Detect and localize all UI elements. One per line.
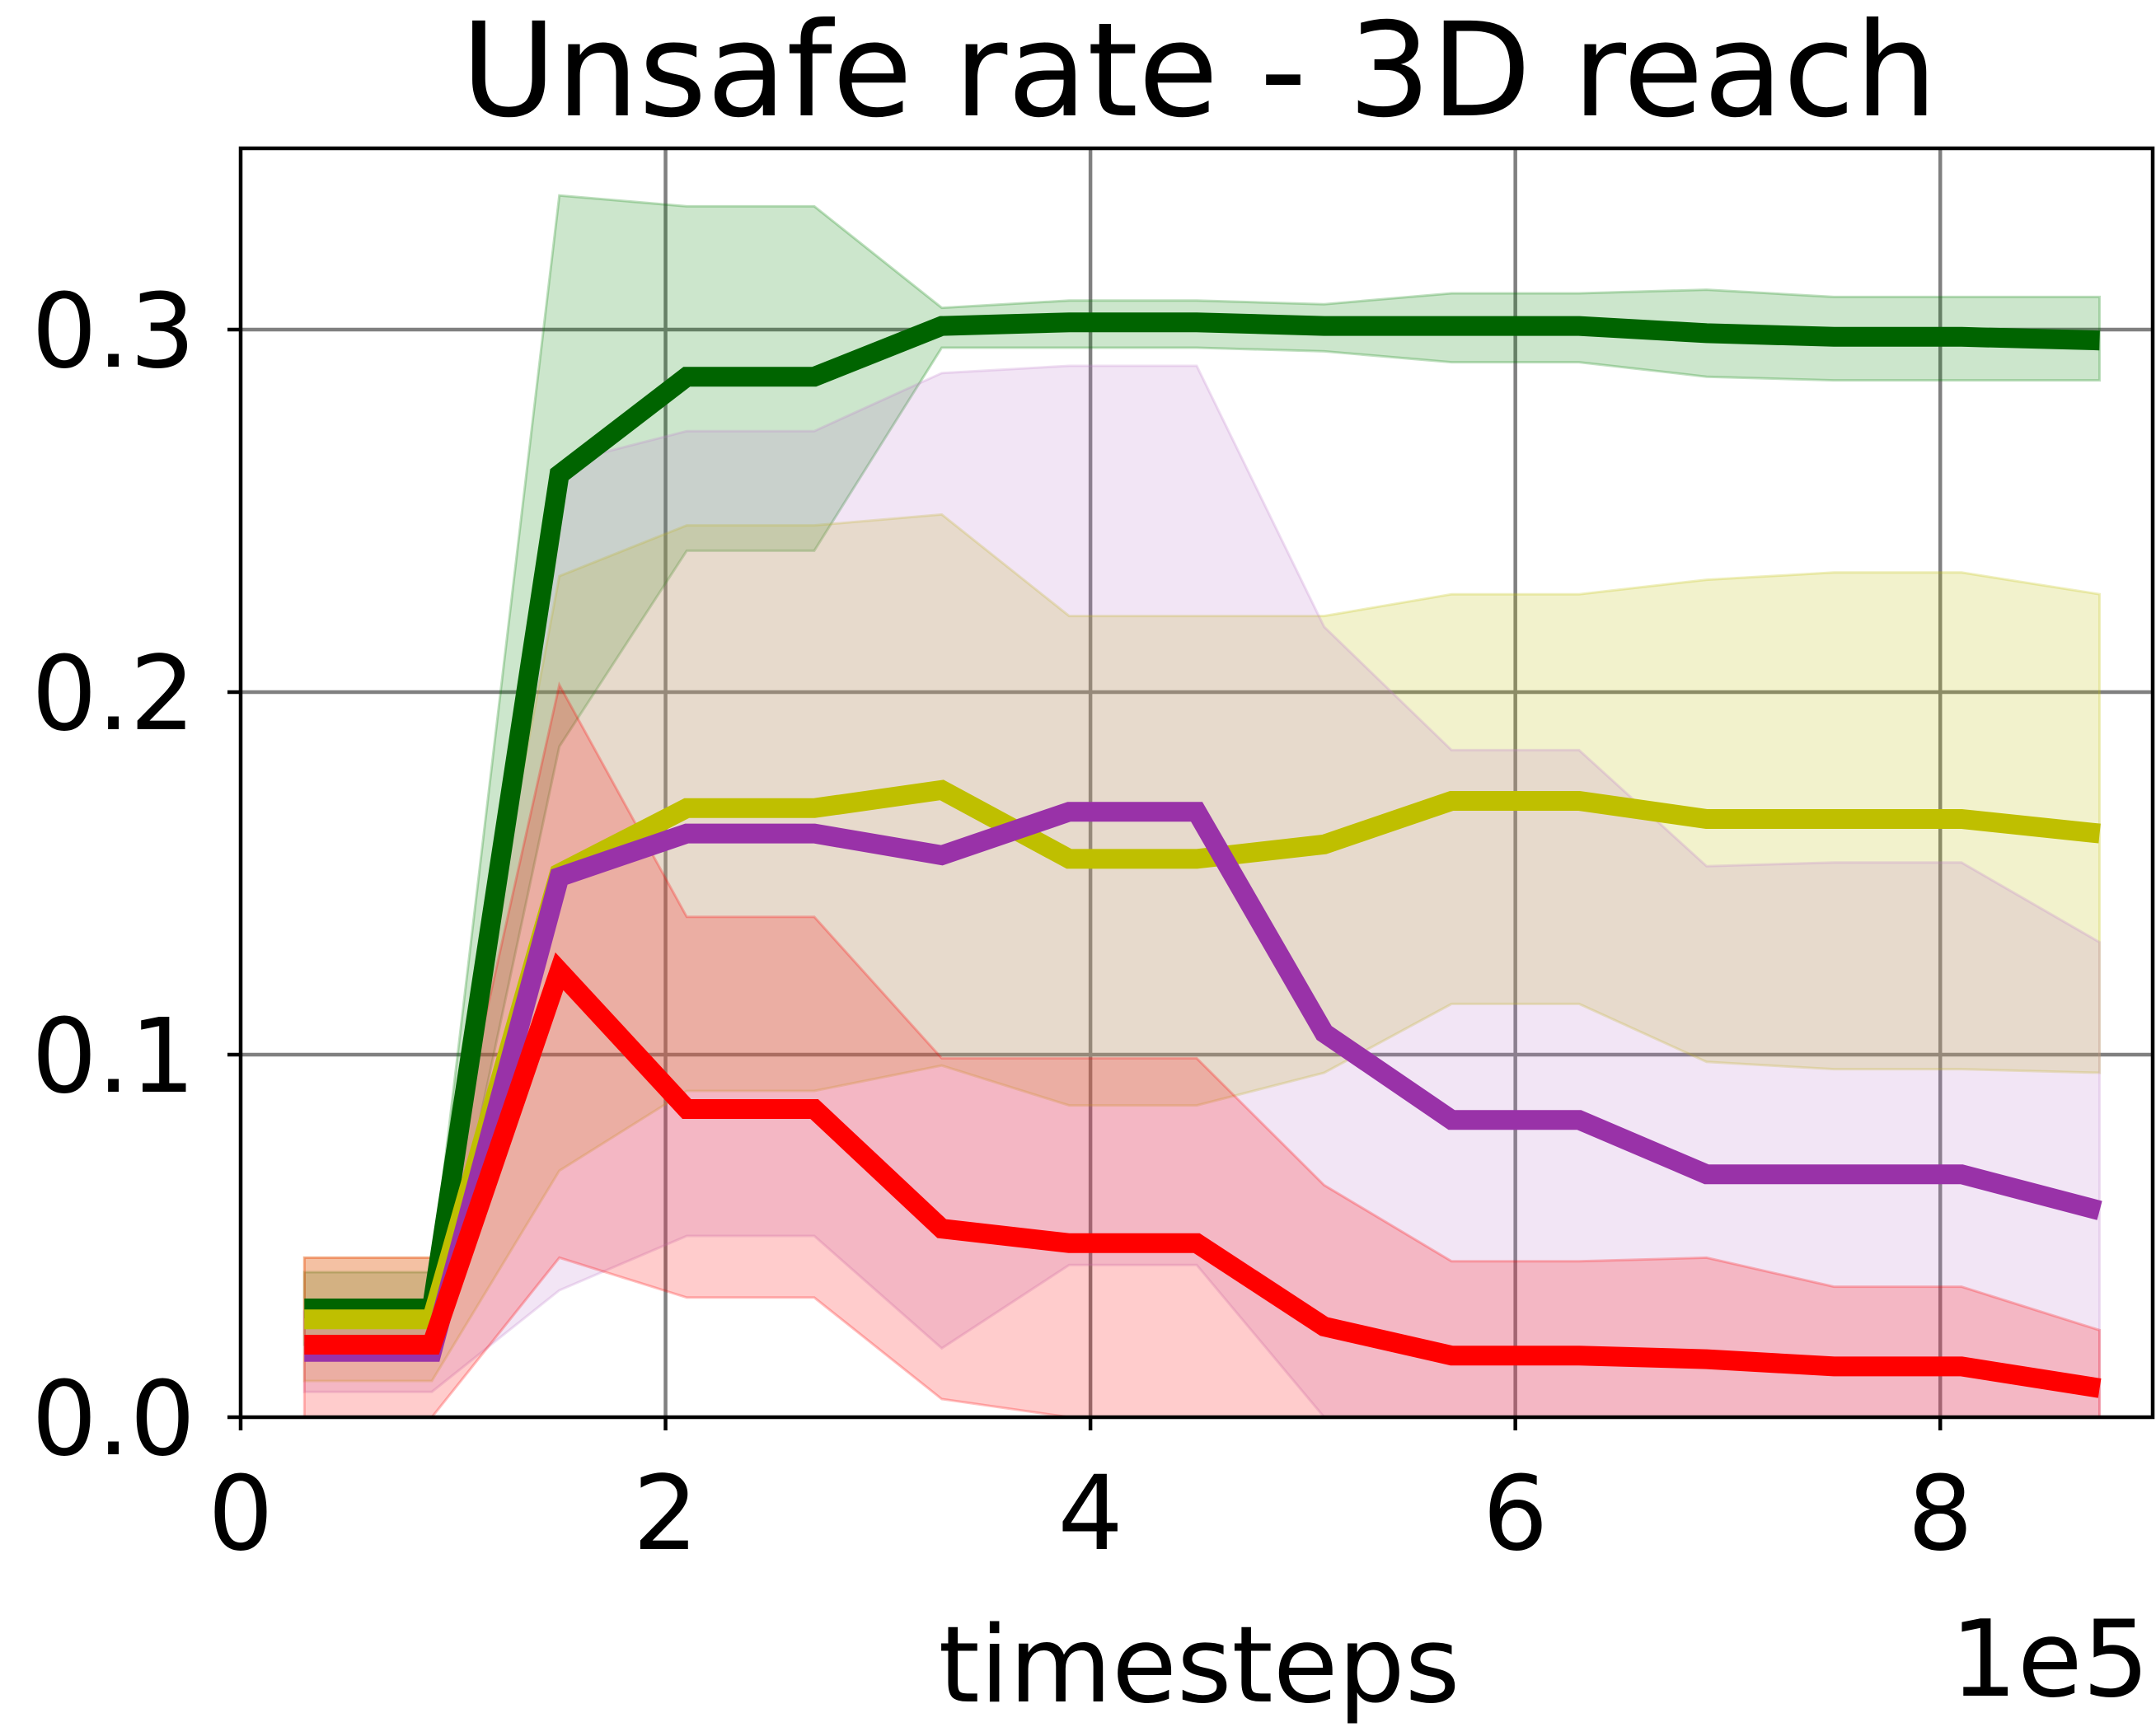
x-axis-label: timesteps — [939, 1604, 1460, 1727]
chart-title: Unsafe rate - 3D reach — [461, 0, 1937, 147]
series-line-4 — [304, 952, 2102, 1398]
x-tick-label: 0 — [208, 1454, 274, 1574]
series-line-2 — [304, 779, 2101, 1330]
plot-frame — [238, 146, 2155, 1420]
axis-ticks: 0 2 4 6 8 0.0 0.1 0.2 0.3 — [31, 272, 1973, 1574]
x-tick-label: 4 — [1057, 1454, 1123, 1574]
x-axis-multiplier: 1e5 — [1950, 1598, 2149, 1721]
y-tick-label: 0.2 — [31, 634, 195, 754]
series-line-1 — [304, 312, 2100, 1318]
y-tick-label: 0.0 — [31, 1360, 195, 1479]
series-line-3 — [304, 802, 2102, 1362]
x-tick-label: 6 — [1483, 1454, 1549, 1574]
y-tick-label: 0.1 — [31, 997, 195, 1116]
series-lines — [304, 312, 2102, 1398]
y-tick-label: 0.3 — [31, 272, 195, 391]
confidence-band-4 — [302, 681, 2102, 1417]
x-tick-label: 2 — [633, 1454, 699, 1574]
confidence-band-1 — [302, 194, 2102, 1346]
confidence-band-2 — [302, 512, 2102, 1383]
x-tick-label: 8 — [1907, 1454, 1973, 1574]
